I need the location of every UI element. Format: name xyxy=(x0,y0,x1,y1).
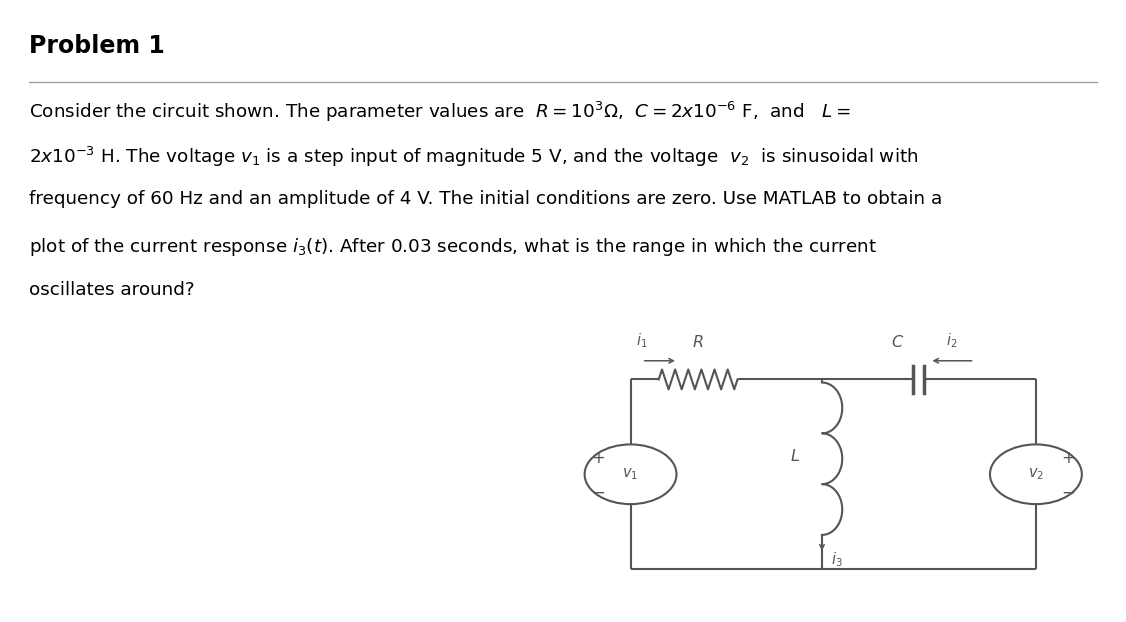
Text: Consider the circuit shown. The parameter values are  $R = 10^3\Omega$,  $C = 2x: Consider the circuit shown. The paramete… xyxy=(29,100,851,124)
Text: $R$: $R$ xyxy=(692,333,704,350)
Text: $C$: $C$ xyxy=(892,333,904,350)
Text: $2x10^{-3}$ H. The voltage $v_1$ is a step input of magnitude 5 V, and the volta: $2x10^{-3}$ H. The voltage $v_1$ is a st… xyxy=(29,145,919,169)
Text: plot of the current response $i_3(t)$. After 0.03 seconds, what is the range in : plot of the current response $i_3(t)$. A… xyxy=(29,236,877,258)
Text: +: + xyxy=(1061,449,1075,467)
Text: frequency of 60 Hz and an amplitude of 4 V. The initial conditions are zero. Use: frequency of 60 Hz and an amplitude of 4… xyxy=(29,190,942,208)
Text: $i_3$: $i_3$ xyxy=(831,550,842,569)
Text: $i_2$: $i_2$ xyxy=(946,331,958,350)
Text: Problem 1: Problem 1 xyxy=(29,34,166,58)
Text: +: + xyxy=(591,449,606,467)
Text: $v_1$: $v_1$ xyxy=(623,466,638,482)
Text: $v_2$: $v_2$ xyxy=(1028,466,1044,482)
Text: $i_1$: $i_1$ xyxy=(636,331,647,350)
Text: −: − xyxy=(591,483,606,501)
Text: oscillates around?: oscillates around? xyxy=(29,281,195,299)
Text: $L$: $L$ xyxy=(789,448,799,463)
Text: −: − xyxy=(1061,483,1075,501)
